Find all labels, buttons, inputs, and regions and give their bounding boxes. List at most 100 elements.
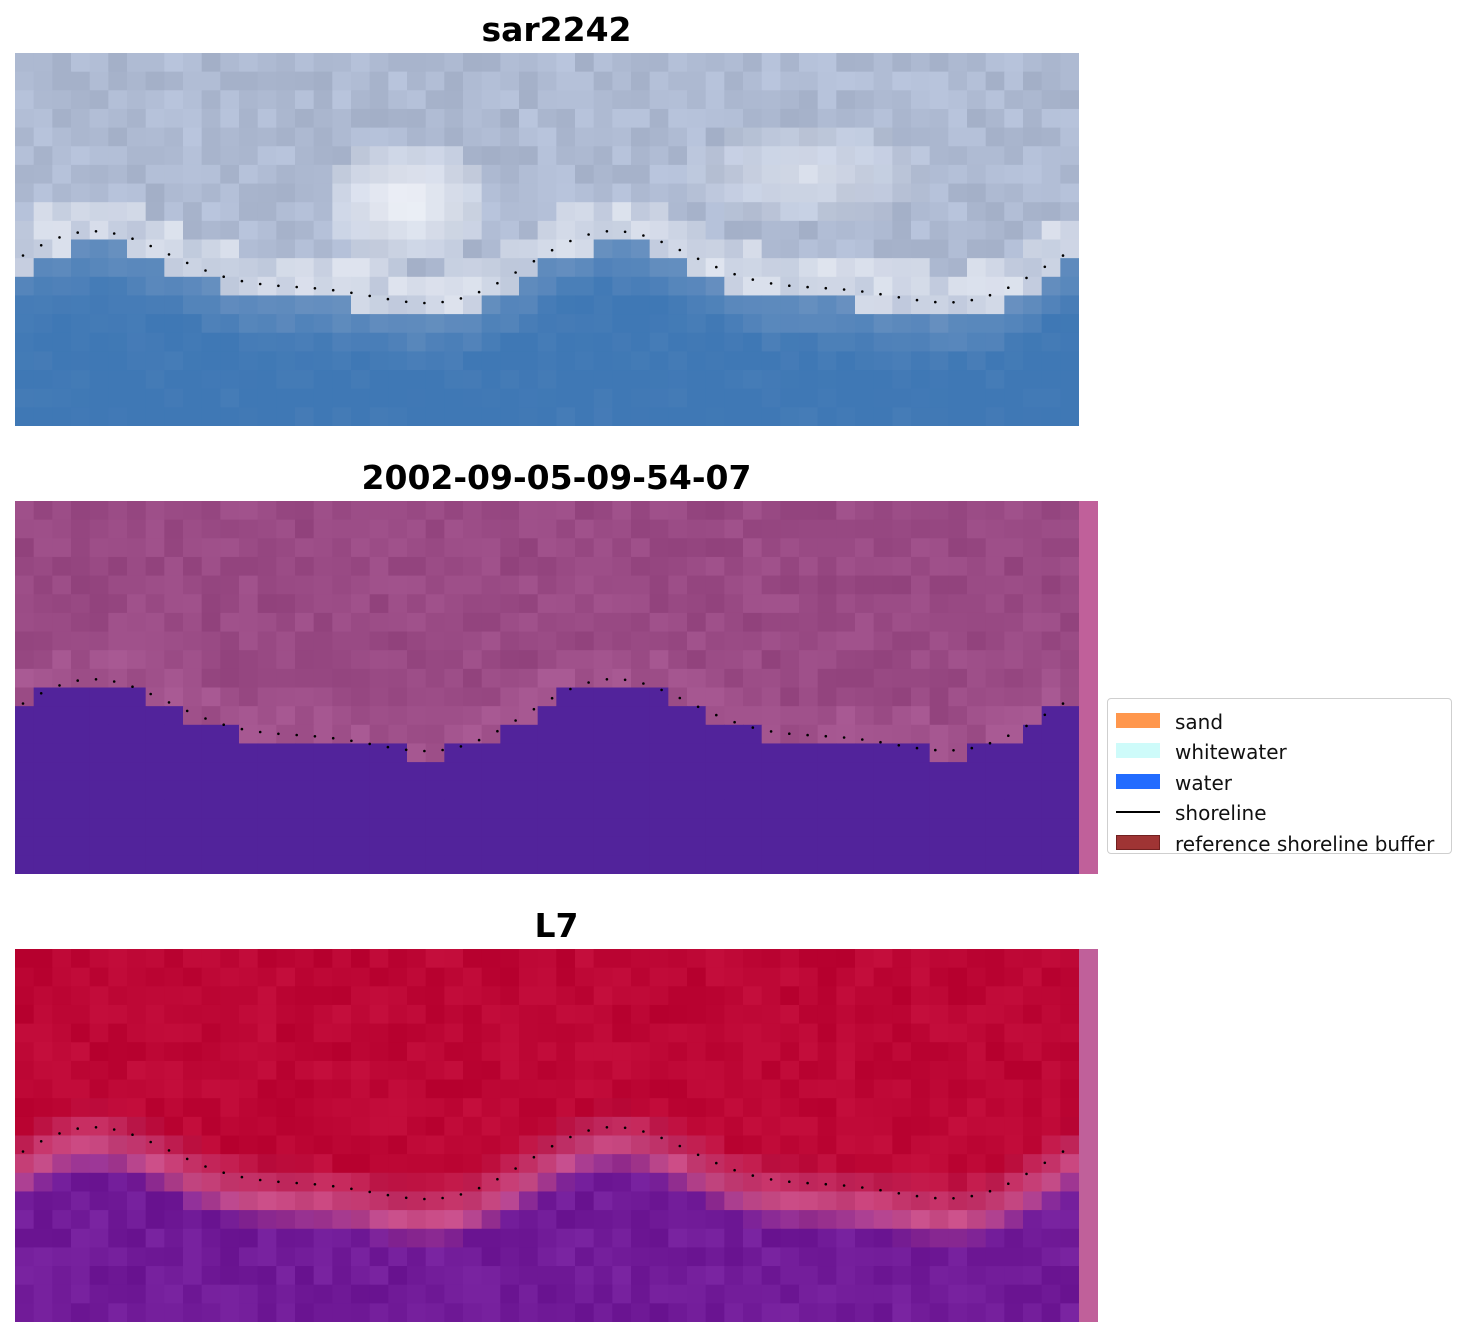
prob-pixel <box>724 1042 744 1062</box>
class-pixel <box>145 855 165 874</box>
prob-pixel <box>929 1023 949 1043</box>
prob-pixel <box>500 1191 520 1211</box>
class-pixel <box>761 855 781 874</box>
class-pixel <box>556 743 576 763</box>
sar-pixel <box>519 146 539 166</box>
class-pixel <box>276 799 296 819</box>
sar-pixel <box>201 71 221 91</box>
sar-pixel <box>351 90 371 110</box>
class-pixel <box>201 575 221 595</box>
prob-pixel <box>127 1266 147 1286</box>
prob-pixel <box>239 1191 259 1211</box>
class-pixel <box>855 818 875 838</box>
prob-pixel <box>33 1154 53 1174</box>
class-pixel <box>612 556 632 577</box>
class-pixel <box>948 743 968 763</box>
sar-pixel <box>537 146 557 166</box>
class-pixel <box>220 612 240 633</box>
prob-pixel <box>911 1210 931 1230</box>
sar-pixel <box>817 258 837 278</box>
prob-pixel <box>127 1284 147 1304</box>
class-pixel <box>145 650 165 670</box>
shoreline-point <box>678 1144 682 1148</box>
sar-pixel <box>239 127 259 147</box>
class-pixel <box>332 650 352 670</box>
class-pixel <box>351 687 371 707</box>
sar-pixel <box>873 407 893 426</box>
class-pixel <box>33 743 53 763</box>
prob-pixel <box>761 1079 781 1099</box>
prob-pixel <box>911 1135 931 1155</box>
sar-pixel <box>855 351 875 371</box>
sar-pixel <box>127 90 147 110</box>
prob-pixel <box>108 1154 128 1174</box>
sar-pixel <box>369 146 389 166</box>
shoreline-point <box>423 749 426 753</box>
prob-pixel <box>164 1060 184 1081</box>
class-pixel <box>705 594 725 614</box>
sar-pixel <box>164 53 184 73</box>
class-pixel <box>929 575 949 595</box>
class-pixel <box>873 631 893 651</box>
class-pixel <box>15 631 35 651</box>
sar-pixel <box>369 370 389 390</box>
shoreline-point <box>295 733 299 737</box>
prob-pixel <box>1060 1154 1080 1174</box>
sar-pixel <box>761 164 781 185</box>
class-pixel <box>855 575 875 595</box>
class-pixel <box>463 594 483 614</box>
sar-rgb-image <box>15 53 1079 426</box>
class-pixel <box>108 668 128 689</box>
prob-pixel <box>780 1191 800 1211</box>
prob-pixel <box>519 986 539 1006</box>
sar-pixel <box>743 71 763 91</box>
class-pixel <box>687 668 707 689</box>
class-pixel <box>780 836 800 856</box>
prob-pixel <box>575 1228 595 1248</box>
prob-pixel <box>892 1228 912 1248</box>
prob-pixel <box>444 967 464 987</box>
prob-pixel <box>108 1191 128 1211</box>
sar-pixel <box>1060 239 1079 259</box>
class-pixel <box>1041 687 1061 707</box>
class-pixel <box>817 519 837 539</box>
class-pixel <box>743 780 763 800</box>
sar-pixel <box>89 164 109 185</box>
prob-pixel <box>985 1042 1005 1062</box>
prob-pixel <box>575 967 595 987</box>
class-pixel <box>761 762 781 782</box>
class-pixel <box>388 612 408 633</box>
prob-pixel <box>1041 1116 1061 1137</box>
prob-pixel <box>761 1135 781 1155</box>
class-pixel <box>407 612 427 633</box>
class-pixel <box>985 612 1005 633</box>
prob-pixel <box>612 1135 632 1155</box>
prob-pixel <box>388 1023 408 1043</box>
sar-pixel <box>761 370 781 390</box>
prob-pixel <box>743 1191 763 1211</box>
class-pixel <box>463 668 483 689</box>
sar-pixel <box>33 127 53 147</box>
sar-pixel <box>612 202 632 222</box>
sar-pixel <box>239 332 259 352</box>
prob-pixel <box>295 967 315 987</box>
class-pixel <box>33 538 53 558</box>
prob-pixel <box>911 1098 931 1118</box>
class-pixel <box>481 706 501 726</box>
shoreline-point <box>569 1135 572 1139</box>
sar-pixel <box>1060 220 1079 241</box>
prob-pixel <box>743 1042 763 1062</box>
sar-pixel <box>948 351 968 371</box>
class-pixel <box>276 631 296 651</box>
class-pixel <box>332 556 352 577</box>
prob-pixel <box>257 1247 277 1267</box>
prob-pixel <box>201 1135 221 1155</box>
class-pixel <box>761 556 781 577</box>
class-pixel <box>71 687 91 707</box>
sar-pixel <box>724 295 744 315</box>
prob-pixel <box>556 1284 576 1304</box>
class-pixel <box>985 780 1005 800</box>
shoreline-point <box>587 681 590 684</box>
class-pixel <box>593 612 613 633</box>
class-pixel <box>201 556 221 577</box>
